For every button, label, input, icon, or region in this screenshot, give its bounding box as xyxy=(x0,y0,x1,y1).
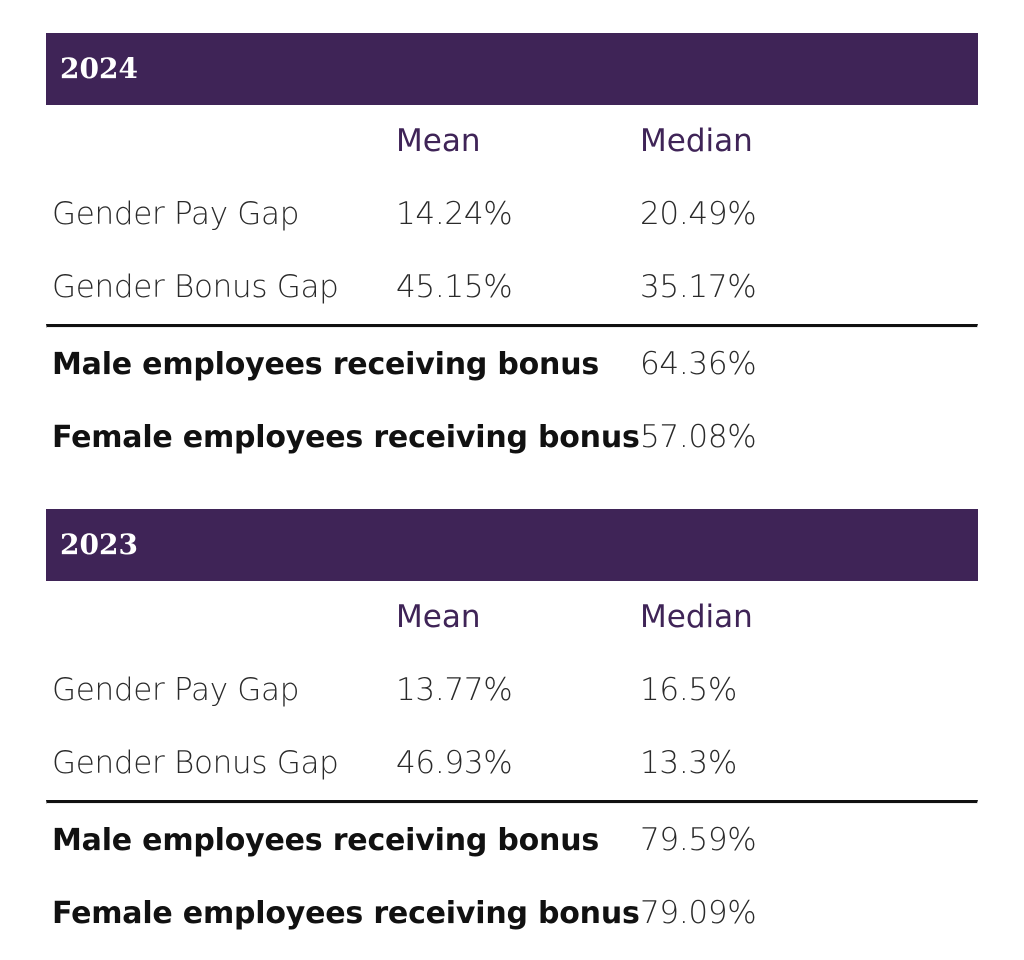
table-row: Gender Pay Gap 13.77% 16.5% xyxy=(46,654,978,727)
bonus-value: 79.59% xyxy=(640,822,757,858)
bonus-label: Female employees receiving bonus xyxy=(52,896,640,931)
bonus-value: 79.09% xyxy=(640,895,757,931)
median-value: 35.17% xyxy=(640,269,757,305)
table-row: Male employees receiving bonus 64.36% xyxy=(46,328,978,401)
bonus-label: Male employees receiving bonus xyxy=(52,347,600,382)
table-row: Female employees receiving bonus 79.09% xyxy=(46,877,978,950)
year-header-bar: 2023 xyxy=(46,509,978,581)
divider xyxy=(46,324,978,328)
bonus-value: 57.08% xyxy=(640,419,757,455)
row-label: Gender Pay Gap xyxy=(52,672,300,708)
mean-column-header: Mean xyxy=(396,599,481,635)
section-2023: 2023 Mean Median Gender Pay Gap 13.77% 1… xyxy=(46,509,978,950)
year-header-bar: 2024 xyxy=(46,33,978,105)
divider xyxy=(46,800,978,804)
section-2024: 2024 Mean Median Gender Pay Gap 14.24% 2… xyxy=(46,33,978,474)
table-row: Gender Bonus Gap 46.93% 13.3% xyxy=(46,727,978,800)
mean-column-header: Mean xyxy=(396,123,481,159)
bonus-value: 64.36% xyxy=(640,346,757,382)
bonus-label: Female employees receiving bonus xyxy=(52,420,640,455)
median-value: 16.5% xyxy=(640,672,737,708)
table-row: Female employees receiving bonus 57.08% xyxy=(46,401,978,474)
row-label: Gender Bonus Gap xyxy=(52,745,339,781)
year-title: 2023 xyxy=(60,528,138,561)
median-column-header: Median xyxy=(640,123,753,159)
median-value: 13.3% xyxy=(640,745,737,781)
row-label: Gender Pay Gap xyxy=(52,196,300,232)
column-header-row: Mean Median xyxy=(46,105,978,178)
column-header-row: Mean Median xyxy=(46,581,978,654)
mean-value: 14.24% xyxy=(396,196,513,232)
year-title: 2024 xyxy=(60,52,138,85)
mean-value: 46.93% xyxy=(396,745,513,781)
table-row: Male employees receiving bonus 79.59% xyxy=(46,804,978,877)
bonus-label: Male employees receiving bonus xyxy=(52,823,600,858)
mean-value: 45.15% xyxy=(396,269,513,305)
median-value: 20.49% xyxy=(640,196,757,232)
row-label: Gender Bonus Gap xyxy=(52,269,339,305)
mean-value: 13.77% xyxy=(396,672,513,708)
table-row: Gender Bonus Gap 45.15% 35.17% xyxy=(46,251,978,324)
table-row: Gender Pay Gap 14.24% 20.49% xyxy=(46,178,978,251)
median-column-header: Median xyxy=(640,599,753,635)
